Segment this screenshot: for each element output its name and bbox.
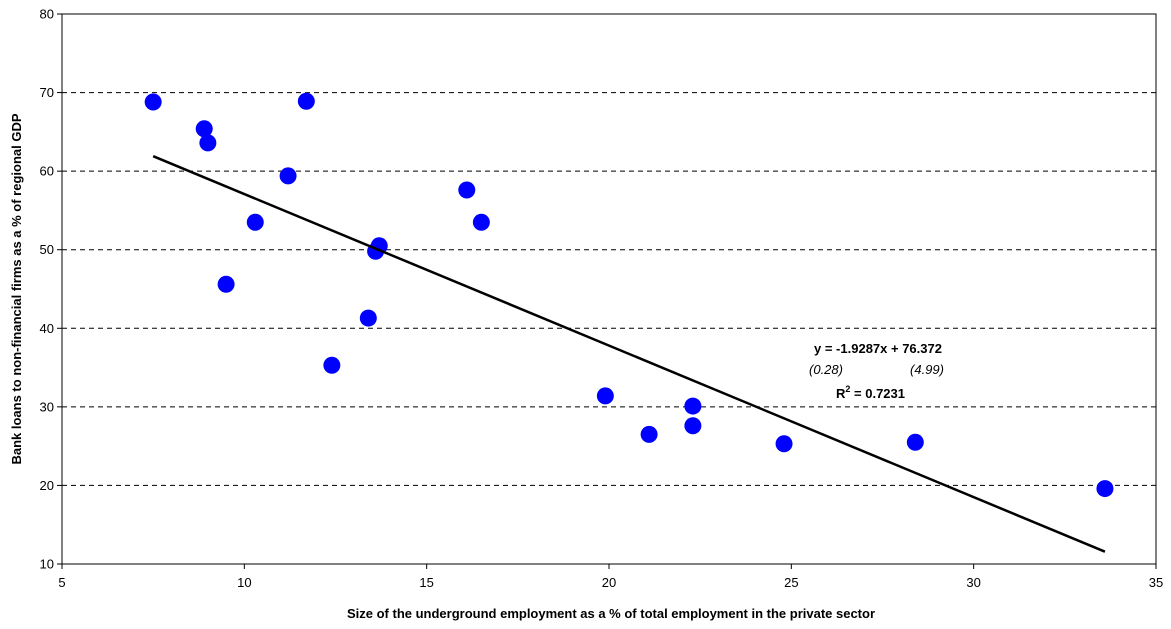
y-tick-label: 50	[40, 242, 54, 257]
x-axis-title: Size of the underground employment as a …	[347, 606, 875, 621]
data-point	[596, 387, 614, 405]
x-tick-label: 15	[419, 575, 433, 590]
data-point	[370, 237, 388, 255]
data-point	[684, 397, 702, 415]
slope-standard-error: (0.28)	[809, 362, 843, 377]
y-tick-label: 40	[40, 321, 54, 336]
x-tick-label: 5	[58, 575, 65, 590]
data-point	[775, 435, 793, 453]
data-point	[684, 417, 702, 435]
trendline	[152, 155, 1106, 553]
y-tick-label: 60	[40, 164, 54, 179]
data-point	[246, 213, 264, 231]
data-point	[359, 309, 377, 327]
data-point	[195, 120, 213, 138]
data-point	[144, 93, 162, 111]
y-axis-ticks: 10 20 30 40 50 60 70 80	[40, 7, 62, 572]
data-point	[458, 181, 476, 199]
data-point	[279, 167, 297, 185]
x-tick-label: 20	[602, 575, 616, 590]
data-point	[217, 275, 235, 293]
y-tick-label: 20	[40, 478, 54, 493]
y-tick-label: 30	[40, 399, 54, 414]
x-tick-label: 10	[237, 575, 251, 590]
y-tick-label: 10	[40, 557, 54, 572]
intercept-standard-error: (4.99)	[910, 362, 944, 377]
data-point	[906, 433, 924, 451]
y-axis-title: Bank loans to non-financial firms as a %…	[9, 113, 24, 464]
data-points	[144, 92, 1114, 498]
y-tick-label: 80	[40, 7, 54, 22]
data-point	[199, 134, 217, 152]
x-axis-ticks: 5 10 15 20 25 30 35	[58, 564, 1163, 590]
trendline-equation: y = -1.9287x + 76.372	[814, 341, 942, 356]
data-point	[640, 425, 658, 443]
data-point	[1096, 480, 1114, 498]
data-point	[297, 92, 315, 110]
r-squared-label: R2 = 0.7231	[836, 384, 905, 401]
x-tick-label: 25	[784, 575, 798, 590]
data-point	[472, 213, 490, 231]
x-tick-label: 35	[1149, 575, 1163, 590]
y-tick-label: 70	[40, 85, 54, 100]
x-tick-label: 30	[966, 575, 980, 590]
data-point	[323, 356, 341, 374]
gridlines	[62, 92, 1156, 486]
